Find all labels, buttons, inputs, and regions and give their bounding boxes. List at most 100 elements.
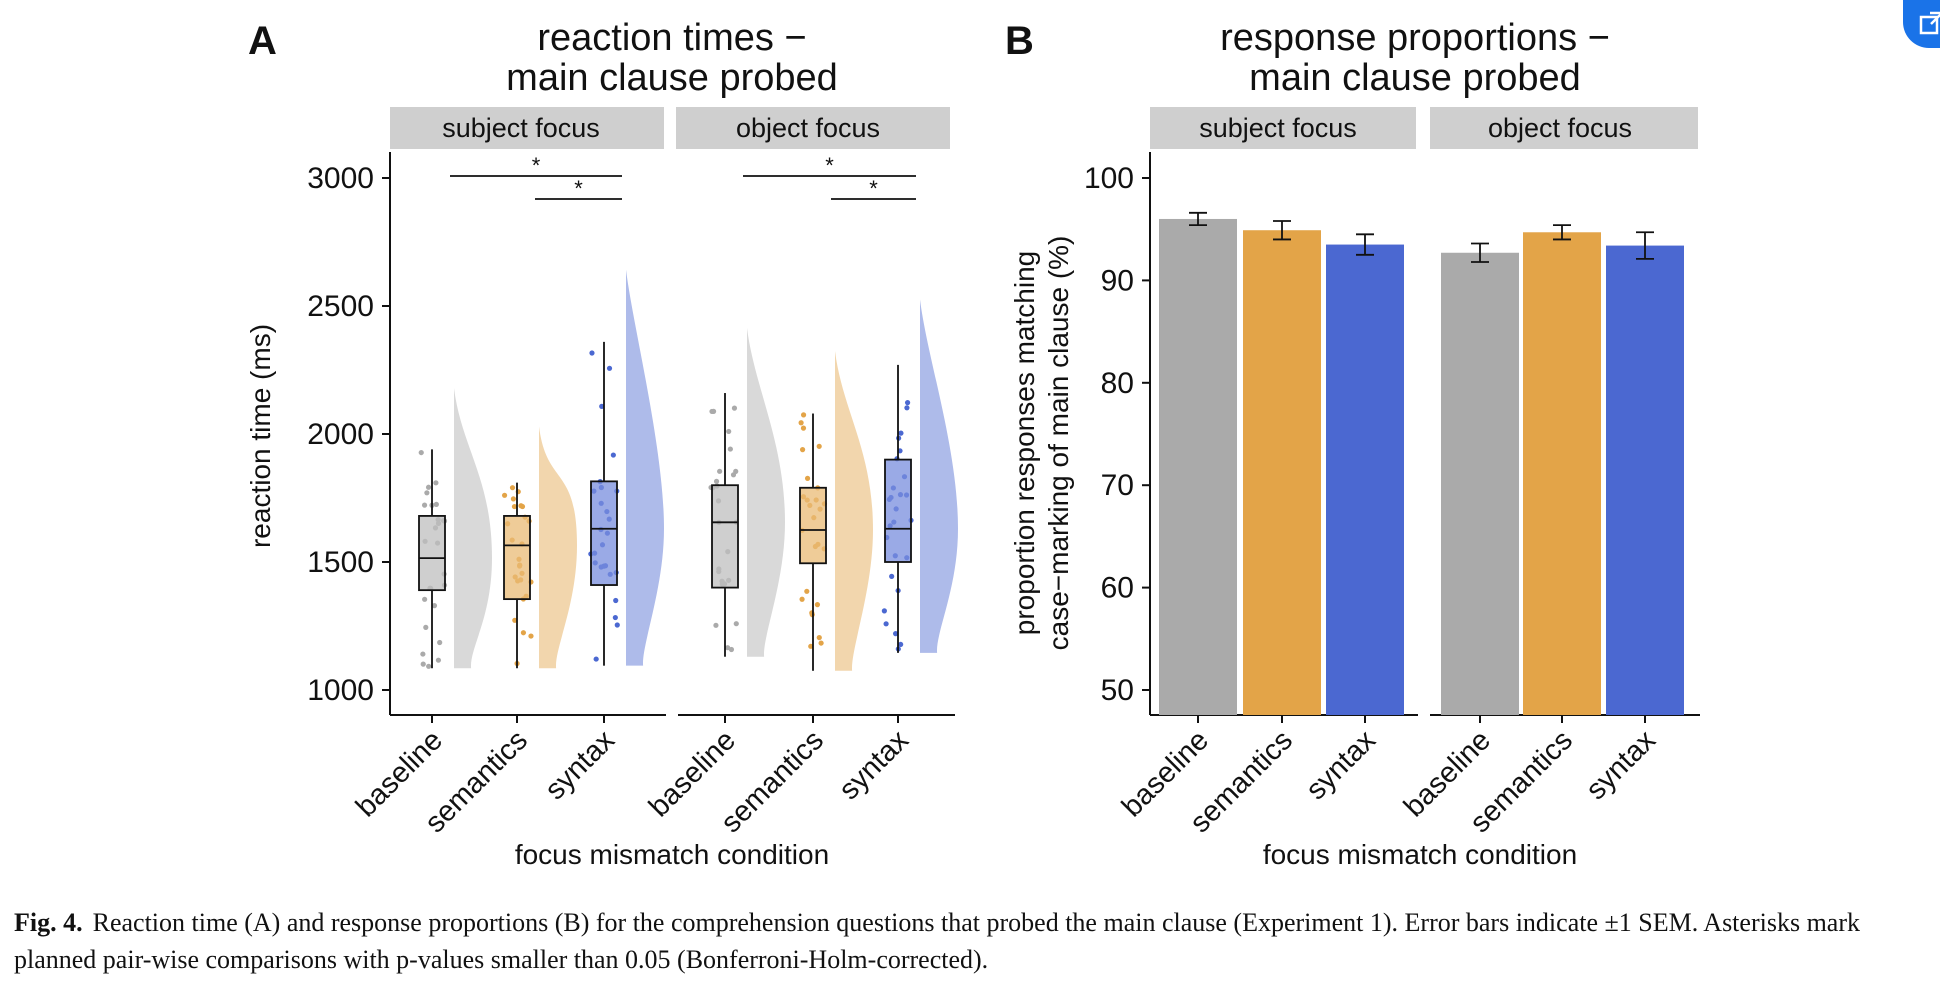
panel-a-data-point <box>727 446 733 452</box>
panel-a-strip-subject-label: subject focus <box>442 113 600 143</box>
panel-a-box <box>503 515 531 601</box>
panel-a-data-point <box>418 449 424 456</box>
panel-a-data-point <box>818 640 824 646</box>
panel-a-significance-label: * <box>869 176 878 201</box>
panel-a-strip-subject <box>390 107 664 149</box>
panel-a-data-point <box>726 428 732 435</box>
panel-a-y-tick-label: 3000 <box>307 162 374 195</box>
panel-a-data-point <box>422 596 428 602</box>
panel-b-bar <box>1523 232 1601 715</box>
panel-a-data-point <box>733 468 739 474</box>
panel-b-y-tick-label: 50 <box>1101 674 1134 707</box>
panel-a-y-tick-label: 2500 <box>307 290 374 323</box>
panel-a-data-point <box>898 430 904 436</box>
panel-a-violin <box>539 426 577 669</box>
panel-a-data-point <box>520 630 527 636</box>
panel-a-strip-object-label: object focus <box>736 113 880 143</box>
panel-a-data-point <box>426 663 432 669</box>
panel-letter-a: A <box>248 19 277 63</box>
figure-caption: Fig. 4. Reaction time (A) and response pr… <box>14 904 1929 978</box>
panel-a-data-point <box>606 365 613 371</box>
open-external-icon <box>1919 11 1940 35</box>
panel-a-data-point <box>511 503 518 510</box>
panel-a-data-point <box>437 639 443 646</box>
panel-b-title-line1: response proportions − <box>1220 17 1610 59</box>
panel-a-box <box>799 486 827 565</box>
panel-a-data-point <box>424 490 430 496</box>
panel-a-data-point <box>892 631 899 637</box>
panel-a-data-point <box>431 603 438 609</box>
panel-b-x-axis-title: focus mismatch condition <box>1263 839 1577 870</box>
panel-a-data-point <box>713 622 719 628</box>
panel-a-data-point <box>889 573 895 579</box>
panel-a-data-point <box>612 614 618 621</box>
panel-a-data-point <box>904 405 910 411</box>
panel-a-data-point <box>425 484 432 490</box>
panel-b-x-tick-label: syntax <box>1580 724 1662 806</box>
panel-a-data-point <box>512 617 518 623</box>
panel-a-y-axis-title: reaction time (ms) <box>245 324 276 548</box>
panel-a-data-point <box>733 621 739 627</box>
panel-a-x-tick-label: syntax <box>539 724 621 806</box>
panel-b-bar <box>1159 218 1237 715</box>
panel-a-violin <box>747 328 785 657</box>
panel-a-data-point <box>904 400 911 406</box>
panel-a-violin <box>835 351 873 671</box>
panel-a-significance-label: * <box>532 153 541 178</box>
panel-a-data-point <box>421 502 428 508</box>
panel-b-strip-object <box>1430 107 1698 149</box>
panel-a-title-line2: main clause probed <box>506 57 838 99</box>
panel-b-x-tick-label: syntax <box>1300 724 1382 806</box>
panel-a-violin <box>920 299 958 653</box>
panel-a-box <box>884 458 912 563</box>
panel-a-data-point <box>814 602 821 608</box>
panel-letter-b: B <box>1005 19 1034 63</box>
panel-a-data-point <box>433 501 439 507</box>
panel-a-y-tick-label: 1500 <box>307 546 374 579</box>
panel-a-box <box>418 515 446 592</box>
panel-a-data-point <box>709 408 715 415</box>
panel-a-data-point <box>713 478 720 484</box>
panel-b-bar <box>1606 245 1684 716</box>
panel-a-data-point <box>518 503 524 509</box>
figure-canvas: A B reaction times − main clause probed … <box>245 17 1700 870</box>
panel-a-data-point <box>613 597 619 604</box>
panel-b-strip-object-label: object focus <box>1488 113 1632 143</box>
panel-b-bar <box>1326 244 1404 715</box>
panel-a-data-point <box>435 657 442 663</box>
panel-a-data-point <box>728 646 735 653</box>
panel-a-data-point <box>420 651 426 657</box>
panel-a-data-point <box>798 420 804 426</box>
panel-b-y-axis-title-line1: proportion responses matching <box>1009 251 1040 635</box>
panel-a-x-axis-title: focus mismatch condition <box>515 839 829 870</box>
panel-a-data-point <box>423 624 429 630</box>
panel-b-title-line2: main clause probed <box>1249 57 1581 99</box>
panel-b-y-tick-label: 90 <box>1101 264 1134 297</box>
panel-a-data-point <box>804 475 811 481</box>
panel-a-significance-label: * <box>574 176 583 201</box>
panel-a-significance-label: * <box>825 153 834 178</box>
panel-a-data-point <box>883 621 889 627</box>
panel-a-data-point <box>589 350 595 356</box>
panel-a-violin <box>454 388 492 669</box>
panel-a-y-tick-label: 2000 <box>307 418 374 451</box>
panel-a-data-point <box>593 656 599 662</box>
panel-b-y-tick-label: 60 <box>1101 572 1134 605</box>
panel-a-box <box>590 480 618 586</box>
panel-a-data-point <box>799 596 805 602</box>
panel-a-data-point <box>509 485 516 491</box>
panel-a-box <box>711 484 739 589</box>
panel-a-data-point <box>420 661 426 667</box>
panel-b-y-tick-label: 80 <box>1101 367 1134 400</box>
panel-b-bar <box>1243 230 1321 715</box>
panel-a-data-point <box>804 588 810 594</box>
panel-a-data-point <box>731 405 738 411</box>
panel-a-title-line1: reaction times − <box>537 17 806 59</box>
panel-b-y-tick-label: 70 <box>1101 469 1134 502</box>
panel-b-y-axis-title-line2: case−marking of main clause (%) <box>1043 236 1074 651</box>
panel-a-data-point <box>898 641 904 648</box>
panel-a-y-tick-label: 1000 <box>307 674 374 707</box>
caption-label: Fig. 4. <box>14 908 83 937</box>
